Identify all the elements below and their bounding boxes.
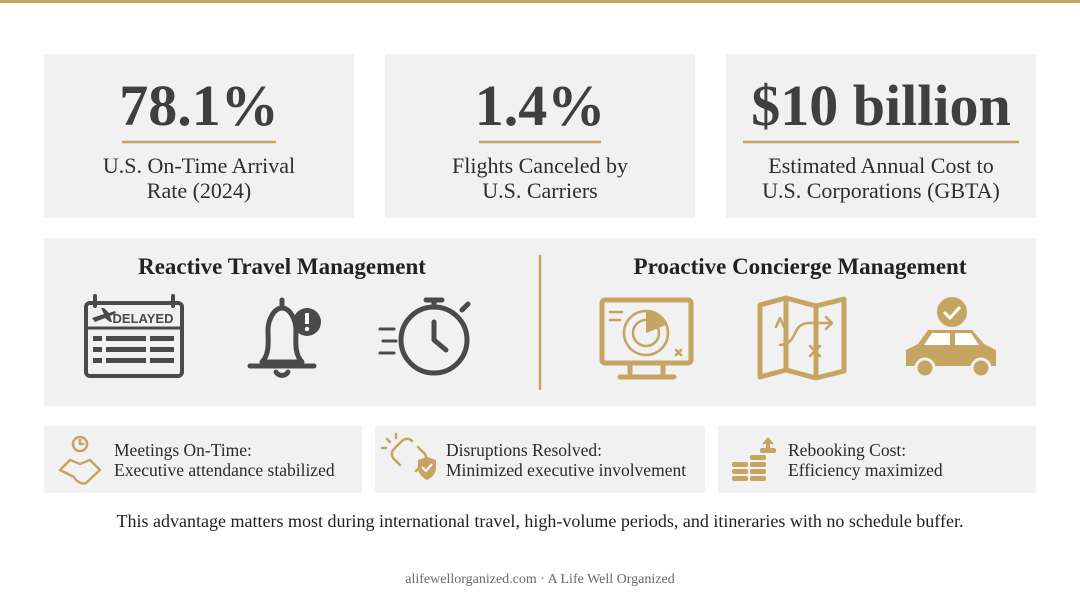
proactive-title: Proactive Concierge Management — [634, 254, 967, 279]
stat-card: 78.1% U.S. On-Time Arrival Rate (2024) — [44, 54, 354, 218]
note: This advantage matters most during inter… — [117, 511, 964, 531]
stat-label: U.S. On-Time Arrival — [103, 153, 295, 178]
radar-monitor-icon — [599, 297, 694, 380]
benefit-card: Rebooking Cost: Efficiency maximized — [718, 426, 1036, 493]
stat-label: Flights Canceled by — [452, 153, 628, 178]
benefit-text: Executive attendance stabilized — [114, 460, 335, 480]
top-rule — [0, 0, 1080, 3]
stat-label: U.S. Corporations (GBTA) — [762, 178, 1000, 203]
benefit-text: Efficiency maximized — [788, 460, 943, 480]
benefit-title: Rebooking Cost: — [788, 440, 906, 460]
benefit-text: Minimized executive involvement — [446, 460, 686, 480]
bell-icon — [247, 297, 321, 378]
car-icon — [906, 297, 996, 379]
stat-label: Rate (2024) — [147, 178, 251, 203]
benefit-card: Disruptions Resolved: Minimized executiv… — [375, 426, 705, 493]
benefit-title: Disruptions Resolved: — [446, 440, 602, 460]
stat-value: 78.1% — [119, 73, 279, 138]
stat-label: Estimated Annual Cost to — [768, 153, 994, 178]
stat-value: $10 billion — [751, 73, 1010, 138]
reactive-title: Reactive Travel Management — [138, 254, 426, 279]
map-icon — [757, 295, 847, 381]
benefit-title: Meetings On-Time: — [114, 440, 252, 460]
stat-label: U.S. Carriers — [482, 178, 597, 203]
footer: alifewellorganized.com · A Life Well Org… — [405, 572, 674, 587]
benefit-card: Meetings On-Time: Executive attendance s… — [44, 426, 362, 493]
stat-value: 1.4% — [475, 73, 606, 138]
stopwatch-icon — [378, 297, 471, 376]
stat-card: 1.4% Flights Canceled by U.S. Carriers — [385, 54, 695, 218]
board-label: DELAYED — [113, 311, 174, 326]
comparison-panel: Reactive Travel Management Proactive Con… — [44, 238, 1036, 406]
stat-card: $10 billion Estimated Annual Cost to U.S… — [726, 54, 1036, 218]
delay-board-icon: DELAYED — [84, 294, 184, 378]
